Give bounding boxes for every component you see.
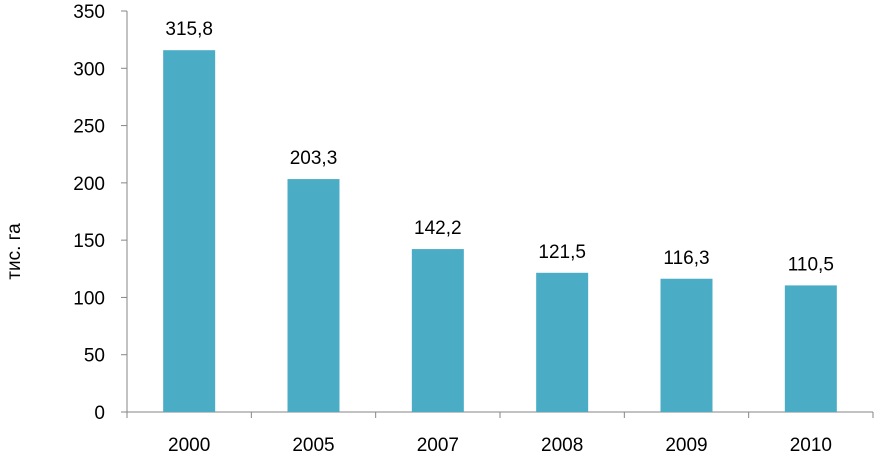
axes: 0 50 100 150 200 250 300 350 bbox=[73, 2, 874, 424]
y-tick-label: 50 bbox=[84, 346, 105, 367]
y-tick-label: 200 bbox=[73, 174, 105, 195]
data-label-2000: 315,8 bbox=[165, 19, 213, 40]
bars bbox=[163, 50, 837, 412]
y-tick-label: 100 bbox=[73, 288, 105, 309]
bar-2000 bbox=[163, 50, 216, 412]
x-tick-label-2010: 2010 bbox=[790, 435, 832, 456]
x-tick-label-2009: 2009 bbox=[665, 435, 707, 456]
bar-2009 bbox=[660, 278, 713, 412]
data-label-2009: 116,3 bbox=[663, 248, 709, 269]
data-labels: 315,8 2000 203,3 2005 142,2 2007 121,5 2008 116,… bbox=[165, 19, 834, 456]
data-label-2007: 142,2 bbox=[414, 218, 462, 239]
x-tick-label-2005: 2005 bbox=[292, 435, 334, 456]
bar-2010 bbox=[784, 285, 837, 412]
data-label-2008: 121,5 bbox=[538, 242, 586, 263]
x-tick-label-2007: 2007 bbox=[417, 435, 459, 456]
y-tick-label: 250 bbox=[73, 117, 105, 138]
data-label-2005: 203,3 bbox=[290, 148, 338, 169]
bar-2005 bbox=[287, 179, 340, 412]
x-tick-label-2008: 2008 bbox=[541, 435, 583, 456]
y-tick-label: 350 bbox=[73, 2, 105, 23]
data-label-2010: 110,5 bbox=[788, 254, 834, 275]
y-tick-label: 150 bbox=[73, 231, 105, 252]
x-tick-label-2000: 2000 bbox=[168, 435, 210, 456]
y-tick-label: 0 bbox=[94, 403, 105, 424]
y-tick-label: 300 bbox=[73, 59, 105, 80]
bar-2007 bbox=[411, 249, 464, 412]
y-axis-title: тис. га bbox=[4, 223, 25, 280]
bar-2008 bbox=[536, 272, 589, 412]
